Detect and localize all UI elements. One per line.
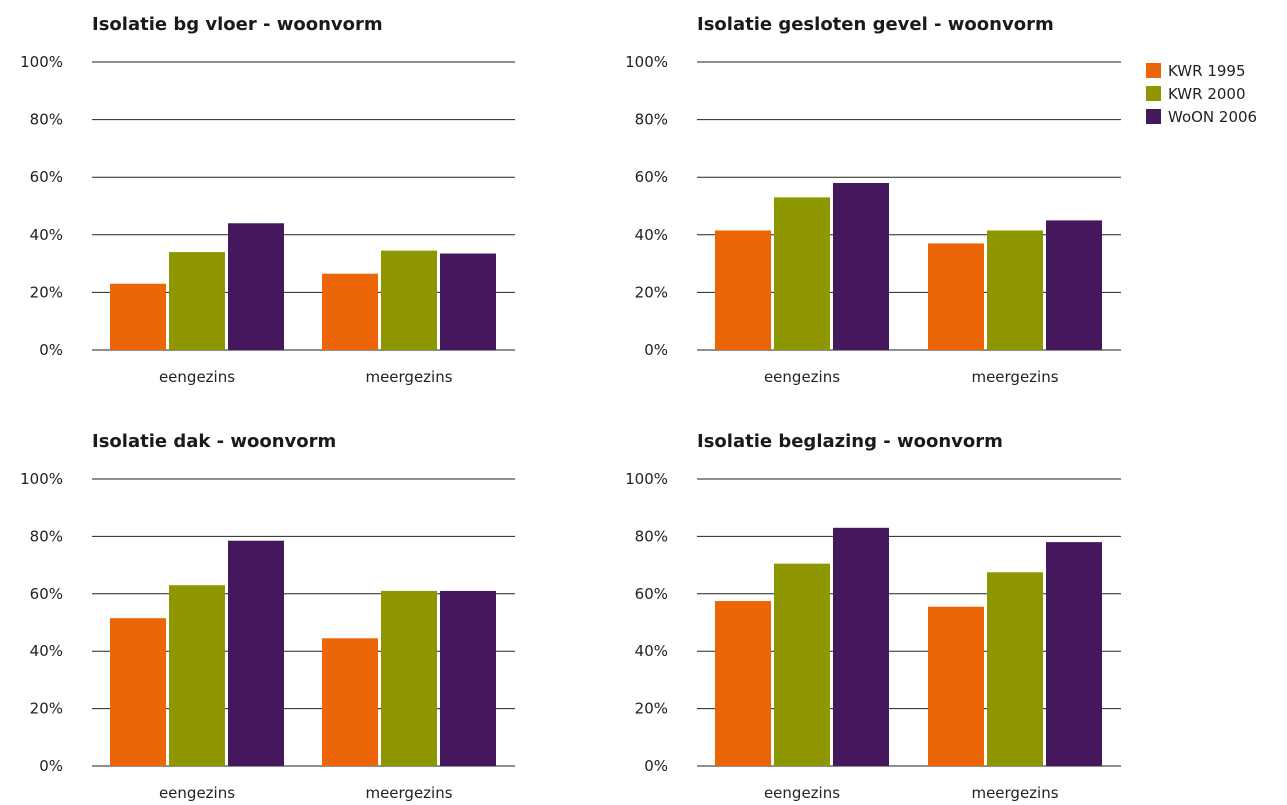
y-tick-label: 80% bbox=[30, 111, 63, 129]
bar-kwr-1995-eengezins bbox=[715, 600, 771, 766]
bar-kwr-2000-eengezins bbox=[774, 563, 830, 766]
bar-woon-2006-eengezins bbox=[228, 540, 284, 766]
y-tick-label: 100% bbox=[20, 470, 63, 488]
y-tick-label: 40% bbox=[635, 226, 668, 244]
category-label-eengezins: eengezins bbox=[764, 368, 840, 386]
bar-kwr-2000-eengezins bbox=[774, 197, 830, 350]
y-tick-label: 80% bbox=[30, 527, 63, 545]
y-tick-label: 0% bbox=[644, 757, 668, 775]
y-tick-label: 80% bbox=[635, 111, 668, 129]
y-tick-label: 0% bbox=[39, 341, 63, 359]
bar-kwr-1995-eengezins bbox=[110, 618, 166, 766]
y-tick-label: 20% bbox=[635, 700, 668, 718]
bar-woon-2006-meergezins bbox=[440, 590, 496, 766]
chart-title-3: Isolatie dak - woonvorm bbox=[92, 431, 336, 452]
chart-title-1: Isolatie bg vloer - woonvorm bbox=[92, 14, 383, 35]
bar-kwr-1995-meergezins bbox=[322, 638, 378, 766]
legend-swatch-kwr-1995 bbox=[1146, 63, 1161, 78]
y-tick-label: 100% bbox=[625, 470, 668, 488]
bar-kwr-2000-eengezins bbox=[169, 252, 225, 350]
bar-kwr-1995-meergezins bbox=[322, 273, 378, 350]
category-label-eengezins: eengezins bbox=[764, 784, 840, 802]
category-label-meergezins: meergezins bbox=[971, 784, 1058, 802]
y-tick-label: 20% bbox=[30, 700, 63, 718]
bar-kwr-1995-eengezins bbox=[110, 283, 166, 350]
y-tick-label: 20% bbox=[635, 283, 668, 301]
y-tick-label: 40% bbox=[635, 642, 668, 660]
chart-title-2: Isolatie gesloten gevel - woonvorm bbox=[697, 14, 1054, 35]
y-tick-label: 100% bbox=[625, 53, 668, 71]
bar-kwr-1995-meergezins bbox=[928, 606, 984, 766]
bar-kwr-2000-meergezins bbox=[381, 250, 437, 350]
legend-swatch-kwr-2000 bbox=[1146, 86, 1161, 101]
bar-woon-2006-eengezins bbox=[833, 527, 889, 766]
category-label-meergezins: meergezins bbox=[971, 368, 1058, 386]
y-tick-label: 40% bbox=[30, 642, 63, 660]
y-tick-label: 60% bbox=[635, 585, 668, 603]
bar-woon-2006-eengezins bbox=[228, 223, 284, 350]
category-label-eengezins: eengezins bbox=[159, 368, 235, 386]
legend-swatch-woon-2006 bbox=[1146, 109, 1161, 124]
category-label-meergezins: meergezins bbox=[365, 784, 452, 802]
y-tick-label: 60% bbox=[30, 585, 63, 603]
bar-kwr-2000-meergezins bbox=[381, 590, 437, 766]
y-tick-label: 80% bbox=[635, 527, 668, 545]
legend-label-kwr-2000: KWR 2000 bbox=[1168, 85, 1246, 103]
y-tick-label: 60% bbox=[635, 168, 668, 186]
y-tick-label: 0% bbox=[644, 341, 668, 359]
y-tick-label: 0% bbox=[39, 757, 63, 775]
bar-kwr-1995-meergezins bbox=[928, 243, 984, 350]
bar-kwr-2000-meergezins bbox=[987, 572, 1043, 766]
legend-label-woon-2006: WoON 2006 bbox=[1168, 108, 1257, 126]
y-tick-label: 100% bbox=[20, 53, 63, 71]
legend-label-kwr-1995: KWR 1995 bbox=[1168, 62, 1246, 80]
bar-woon-2006-meergezins bbox=[440, 253, 496, 350]
bar-woon-2006-meergezins bbox=[1046, 220, 1102, 350]
category-label-meergezins: meergezins bbox=[365, 368, 452, 386]
bar-kwr-1995-eengezins bbox=[715, 230, 771, 350]
y-tick-label: 40% bbox=[30, 226, 63, 244]
bar-kwr-2000-meergezins bbox=[987, 230, 1043, 350]
y-tick-label: 60% bbox=[30, 168, 63, 186]
bar-kwr-2000-eengezins bbox=[169, 585, 225, 766]
bar-woon-2006-eengezins bbox=[833, 182, 889, 350]
y-tick-label: 20% bbox=[30, 283, 63, 301]
category-label-eengezins: eengezins bbox=[159, 784, 235, 802]
bar-woon-2006-meergezins bbox=[1046, 542, 1102, 766]
chart-title-4: Isolatie beglazing - woonvorm bbox=[697, 431, 1003, 452]
